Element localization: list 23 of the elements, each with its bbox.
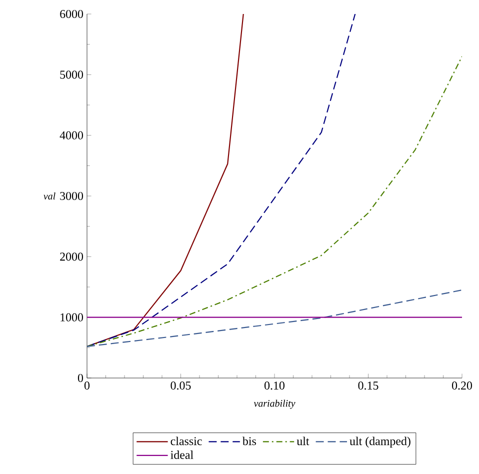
x-tick-label: 0.15 [358, 382, 378, 390]
legend-label: ult (damped) [350, 436, 410, 448]
y-tick-label: 6000 [60, 10, 84, 18]
x-tick-label: 0 [84, 382, 90, 390]
x-tick-label: 0.20 [452, 382, 472, 390]
legend-label: ideal [170, 450, 194, 459]
y-tick-label: 1000 [60, 313, 84, 322]
y-tick-label: 4000 [60, 131, 84, 140]
line-series [87, 14, 244, 347]
y-tick-label: 0 [78, 374, 84, 382]
x-axis-title: variability [254, 400, 296, 409]
line-series [87, 14, 356, 347]
y-tick-label: 3000 [60, 192, 84, 200]
legend-label: ult [296, 436, 310, 446]
x-tick-label: 0.10 [264, 382, 284, 390]
legend-label: bis [242, 436, 256, 446]
line-series [87, 289, 462, 347]
x-tick-label: 0.05 [170, 382, 191, 390]
y-tick-label: 2000 [60, 252, 84, 261]
line-series [87, 56, 462, 347]
legend-label: classic [170, 436, 202, 446]
y-axis-title: val [44, 192, 56, 200]
y-tick-label: 5000 [60, 70, 84, 79]
